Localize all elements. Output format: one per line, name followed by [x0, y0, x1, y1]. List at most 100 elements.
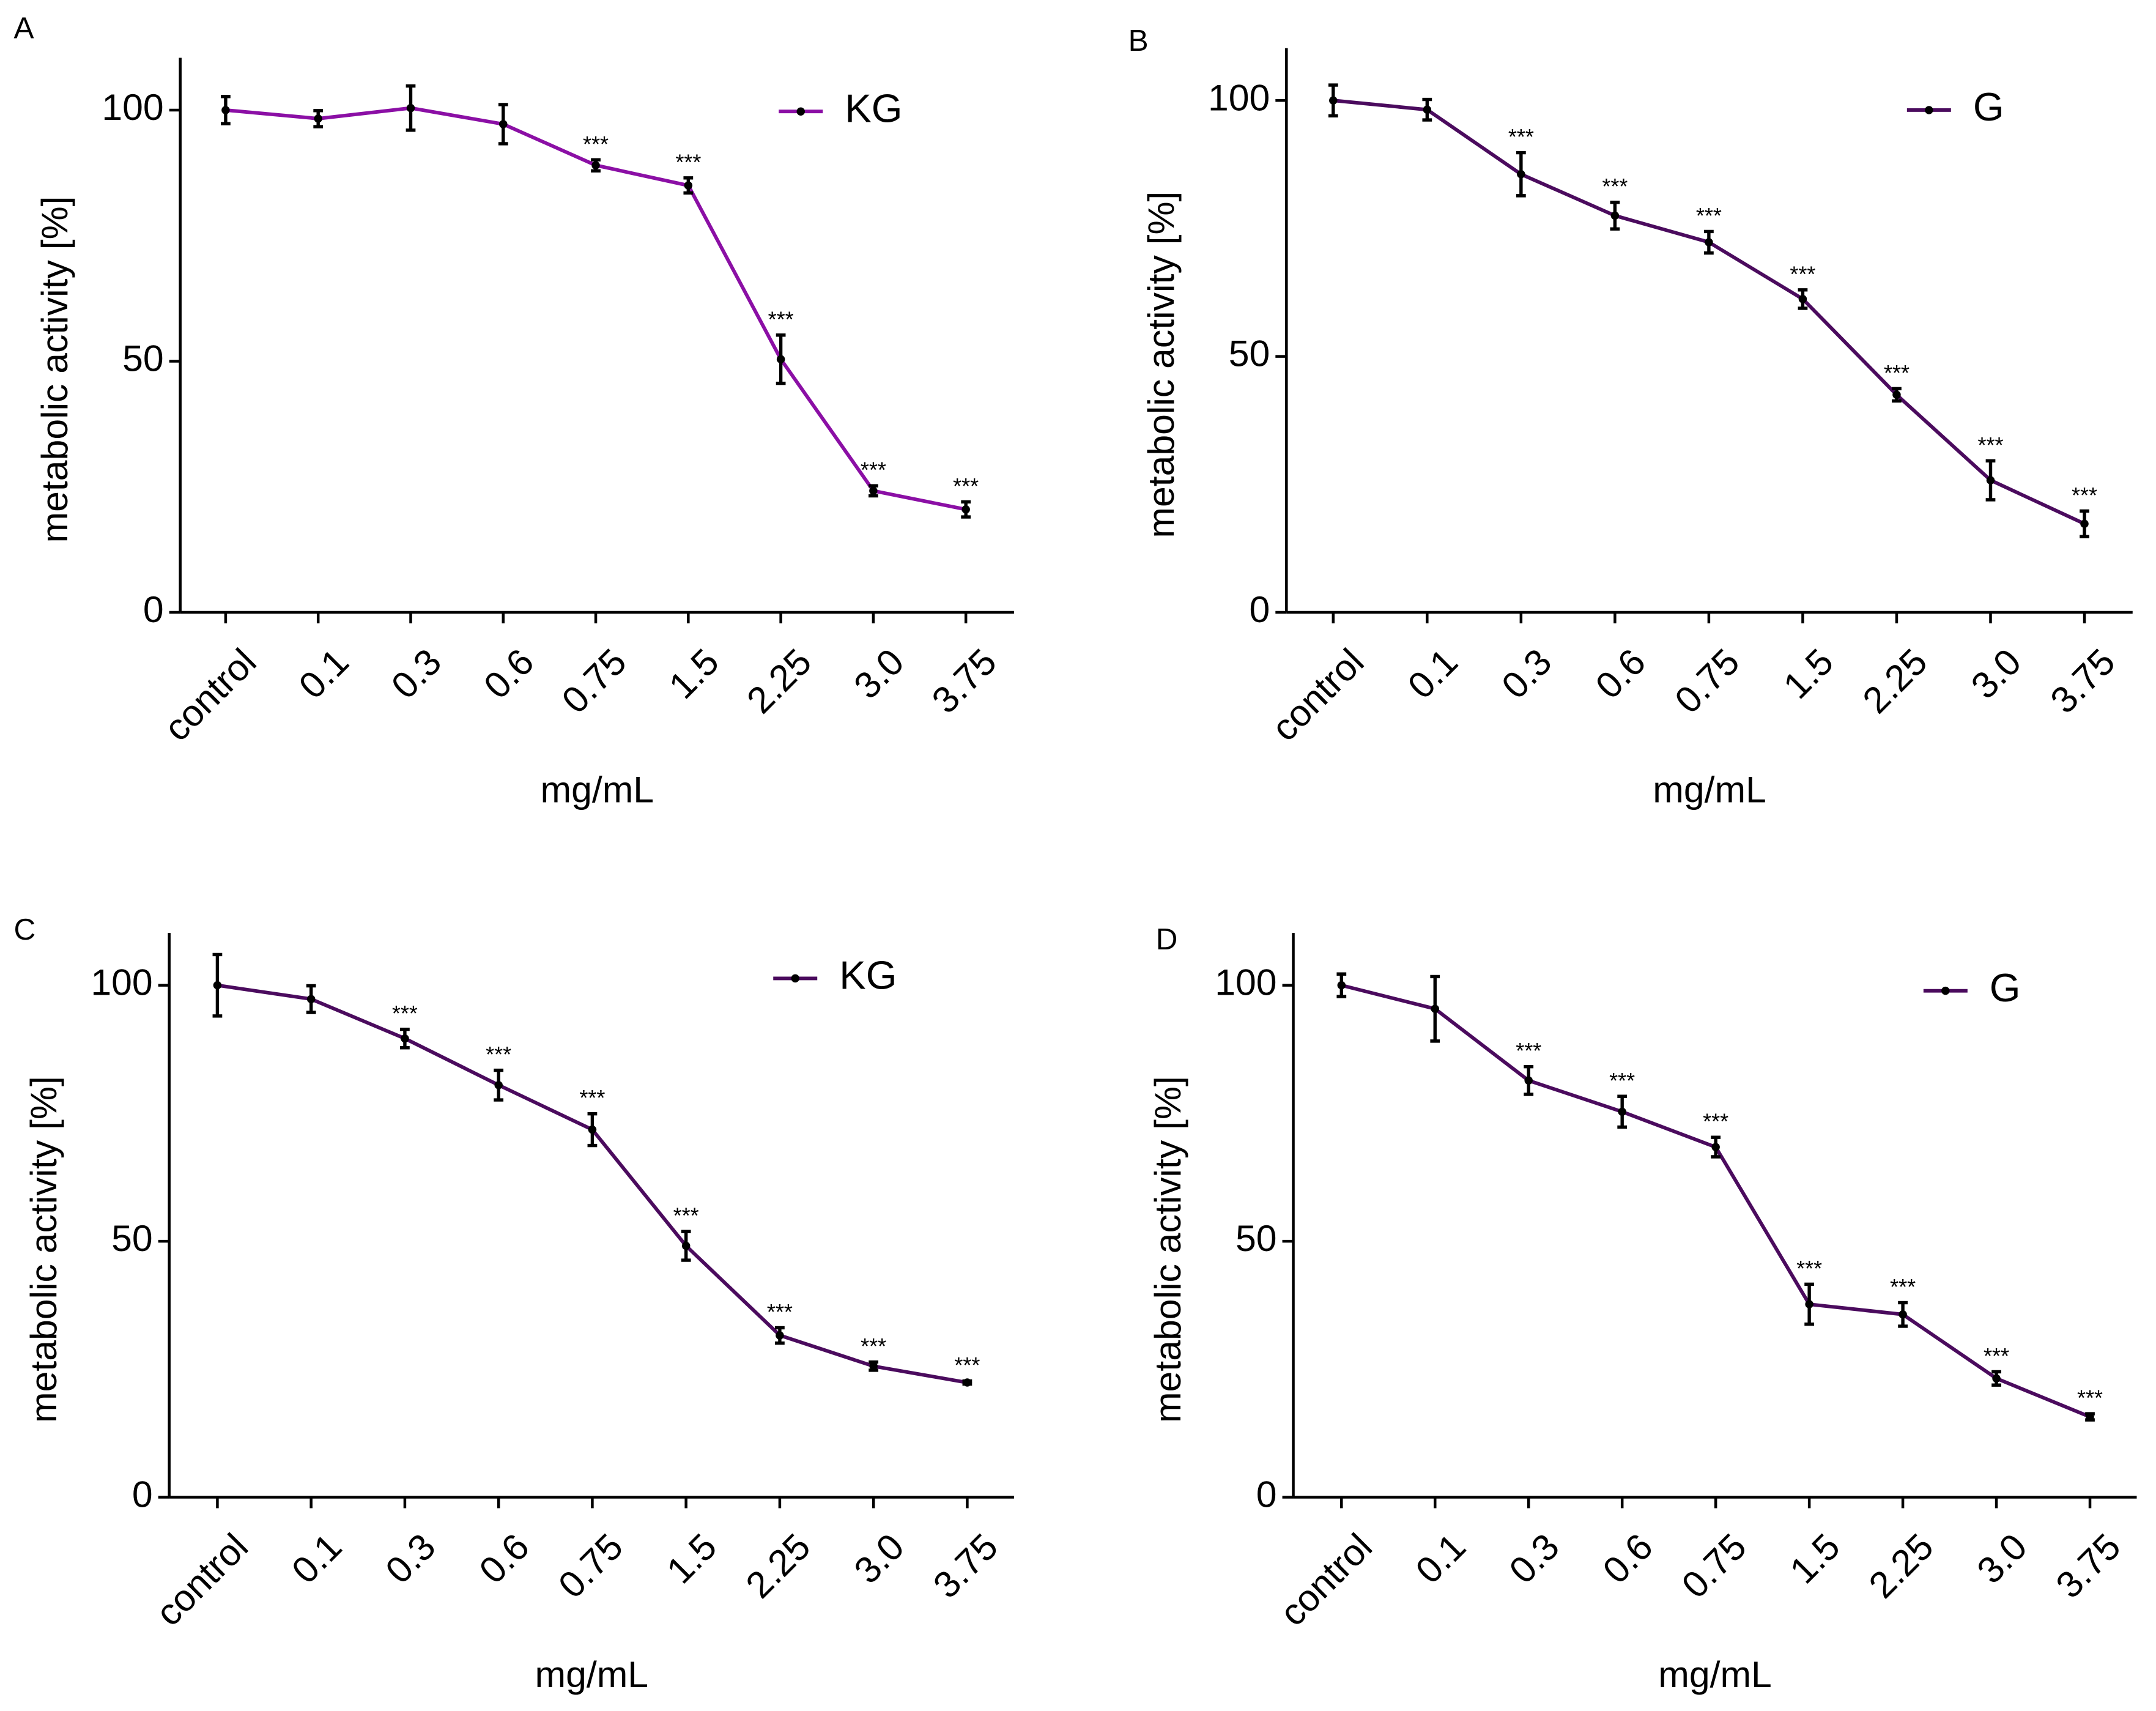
x-tick-label: 3.75 [924, 640, 1004, 721]
data-point [401, 1034, 409, 1043]
x-tick-label: 3.75 [925, 1526, 1006, 1606]
x-tick-label: control [156, 640, 264, 749]
data-point [1705, 238, 1713, 247]
data-point [1610, 211, 1620, 220]
data-point [314, 114, 322, 123]
x-tick-label: 0.6 [476, 640, 542, 707]
x-tick-label: 0.3 [383, 640, 450, 707]
legend-marker [1925, 106, 1933, 114]
significance-marker: *** [1516, 1038, 1541, 1063]
significance-marker: *** [1602, 174, 1628, 199]
x-tick-label: 2.25 [739, 640, 820, 721]
y-axis-label: metabolic activity [%] [34, 196, 75, 543]
data-point [1431, 1004, 1439, 1013]
panel-label: B [1128, 24, 1149, 58]
chart-panel-a: A 0 50 100 metabolic activity [%] control 0.1 0… [13, 12, 1014, 810]
data-point [1337, 981, 1346, 990]
data-point [221, 106, 230, 114]
y-tick-label: 50 [1235, 1217, 1277, 1259]
data-point [213, 981, 222, 990]
panel-label: A [13, 12, 34, 45]
y-tick-label: 100 [91, 962, 152, 1003]
significance-marker: *** [675, 149, 701, 174]
x-tick-label: 3.0 [846, 1526, 912, 1592]
data-point [1986, 476, 1995, 484]
significance-marker: *** [673, 1203, 699, 1228]
significance-marker: *** [392, 1001, 418, 1026]
x-tick-label: 0.75 [550, 1526, 631, 1606]
data-point [961, 505, 970, 514]
series-line [217, 983, 968, 1384]
x-tick-label: 0.1 [291, 640, 357, 707]
series-line [1333, 98, 2086, 525]
data-point [591, 161, 600, 170]
data-point [681, 1241, 691, 1250]
x-tick-label: 3.0 [846, 640, 912, 707]
x-axis-label: mg/mL [1653, 768, 1766, 810]
data-point [776, 1331, 784, 1340]
legend-label: KG [845, 86, 902, 130]
x-tick-label: 3.75 [2042, 640, 2123, 721]
x-axis-label: mg/mL [1658, 1653, 1772, 1695]
data-point [963, 1378, 972, 1387]
panel-label: D [1156, 922, 1178, 956]
x-tick-label: 3.0 [1963, 640, 2029, 707]
x-tick-label: 0.3 [1501, 1526, 1567, 1592]
data-point [499, 120, 508, 128]
significance-marker: *** [1890, 1274, 1916, 1299]
x-tick-label: control [1264, 640, 1372, 749]
x-tick-label: 1.5 [1782, 1526, 1848, 1592]
x-tick-label: 0.1 [1407, 1526, 1473, 1592]
data-point [2080, 519, 2089, 529]
data-point [684, 181, 693, 190]
legend-label: G [1990, 965, 2021, 1010]
data-point [2086, 1412, 2094, 1421]
x-tick-label: 0.6 [1595, 1526, 1661, 1592]
data-point [306, 995, 316, 1004]
y-tick-label: 50 [1229, 333, 1270, 374]
x-tick-label: control [1272, 1526, 1380, 1634]
legend-label: G [1973, 84, 2004, 129]
x-tick-label: 2.25 [1861, 1526, 1941, 1606]
data-point [1517, 169, 1525, 179]
data-point [588, 1125, 597, 1134]
significance-marker: *** [1790, 261, 1815, 286]
significance-marker: *** [2072, 483, 2097, 508]
y-tick-label: 0 [132, 1474, 153, 1515]
x-tick-label: 0.75 [1673, 1526, 1754, 1606]
x-tick-label: 2.25 [1854, 640, 1935, 721]
chart-panel-b: B 0 50 100 metabolic activity [%] control 0.1 0… [1128, 24, 2133, 810]
y-tick-label: 100 [102, 86, 163, 128]
y-axis-label: metabolic activity [%] [23, 1076, 64, 1423]
legend-marker [791, 974, 799, 983]
legend-marker [1941, 986, 1950, 995]
x-tick-label: 3.75 [2048, 1526, 2128, 1606]
y-axis-label: metabolic activity [%] [1140, 191, 1182, 538]
x-tick-label: 0.3 [1494, 640, 1560, 707]
data-point [1899, 1310, 1907, 1319]
x-tick-label: 1.5 [1775, 640, 1841, 707]
significance-marker: *** [1977, 432, 2003, 458]
x-tick-label: 0.6 [1587, 640, 1653, 707]
data-point [1618, 1107, 1626, 1116]
y-tick-label: 0 [143, 588, 164, 630]
legend-marker [796, 107, 805, 116]
panel-label: C [13, 913, 35, 946]
significance-marker: *** [486, 1042, 511, 1067]
x-tick-label: 0.3 [377, 1526, 443, 1592]
data-point [406, 103, 415, 113]
data-point [1329, 96, 1338, 105]
data-point [1892, 390, 1901, 399]
y-tick-label: 50 [111, 1217, 153, 1259]
x-axis-label: mg/mL [541, 768, 654, 810]
x-tick-label: 1.5 [659, 1526, 725, 1592]
significance-marker: *** [767, 1299, 793, 1324]
chart-panel-c: C 0 50 100 metabolic activity [%] control 0.1 0… [13, 913, 1014, 1695]
significance-marker: *** [579, 1085, 605, 1110]
chart-panel-d: D 0 50 100 metabolic activity [%] control 0.1 0… [1147, 922, 2137, 1695]
x-tick-label: 0.75 [554, 640, 634, 721]
significance-marker: *** [861, 1334, 886, 1359]
y-axis-label: metabolic activity [%] [1147, 1076, 1188, 1423]
significance-marker: *** [953, 473, 979, 499]
